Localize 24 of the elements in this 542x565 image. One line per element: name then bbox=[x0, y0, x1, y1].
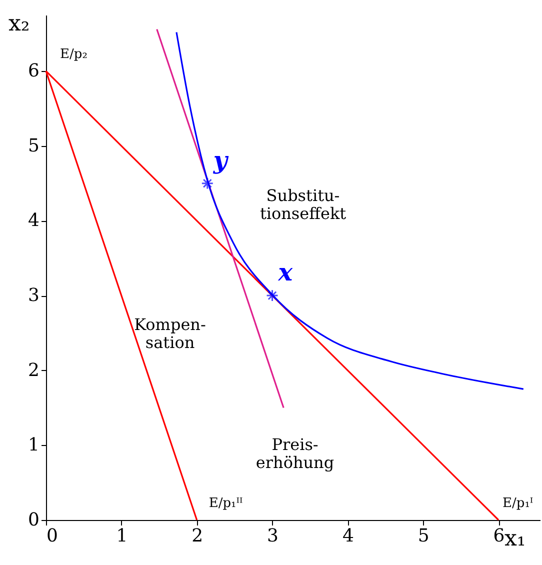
x-tick-label: 3 bbox=[267, 526, 278, 546]
annotation: Substitu- tionseffekt bbox=[260, 186, 347, 223]
x-tick-label: 6 bbox=[493, 526, 505, 546]
annotation: Preis- erhöhung bbox=[256, 435, 334, 472]
annotation: E/p₁ᴵᴵ bbox=[208, 496, 243, 511]
x-tick-label: 4 bbox=[342, 526, 354, 546]
y-tick-label: 6 bbox=[28, 60, 40, 82]
x-axis-title: x₁ bbox=[504, 526, 526, 552]
y-tick-label: 1 bbox=[28, 434, 40, 456]
x-tick-label: 5 bbox=[418, 526, 430, 546]
y-tick-label: 5 bbox=[28, 135, 40, 156]
annotation: E/p₂ bbox=[60, 47, 88, 62]
y-tick-label: 2 bbox=[28, 360, 40, 381]
annotation: Kompen- sation bbox=[134, 315, 206, 352]
x-tick-label: 0 bbox=[46, 526, 58, 546]
y-tick-label: 0 bbox=[28, 510, 40, 530]
y-tick-label: 3 bbox=[28, 285, 40, 306]
annotation: E/p₁ᴵ bbox=[502, 496, 534, 511]
y-tick-label: 4 bbox=[28, 210, 40, 232]
x-tick-label: 2 bbox=[192, 526, 204, 546]
annotation: y bbox=[212, 145, 230, 174]
annotation: x bbox=[277, 258, 294, 287]
x-tick-label: 1 bbox=[116, 526, 128, 546]
y-axis-title: x₂ bbox=[8, 12, 30, 36]
